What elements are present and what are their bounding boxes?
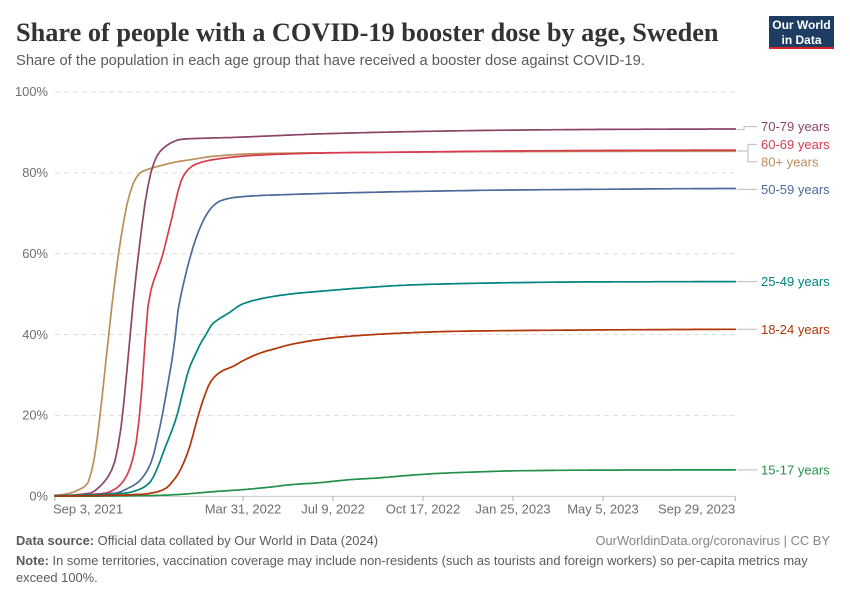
svg-text:50-59 years: 50-59 years bbox=[761, 182, 830, 197]
svg-text:Jan 25, 2023: Jan 25, 2023 bbox=[475, 502, 550, 517]
svg-text:May 5, 2023: May 5, 2023 bbox=[567, 502, 639, 517]
svg-text:40%: 40% bbox=[22, 327, 48, 342]
svg-text:15-17 years: 15-17 years bbox=[761, 463, 830, 478]
svg-text:60-69 years: 60-69 years bbox=[761, 137, 830, 152]
svg-text:70-79 years: 70-79 years bbox=[761, 119, 830, 134]
svg-text:80+ years: 80+ years bbox=[761, 154, 819, 169]
svg-text:100%: 100% bbox=[15, 84, 48, 99]
svg-text:0%: 0% bbox=[29, 489, 48, 504]
svg-text:18-24 years: 18-24 years bbox=[761, 322, 830, 337]
svg-text:Sep 3, 2021: Sep 3, 2021 bbox=[53, 502, 123, 517]
svg-text:Jul 9, 2022: Jul 9, 2022 bbox=[301, 502, 365, 517]
svg-text:20%: 20% bbox=[22, 408, 48, 423]
svg-text:Oct 17, 2022: Oct 17, 2022 bbox=[386, 502, 460, 517]
svg-text:60%: 60% bbox=[22, 246, 48, 261]
svg-text:25-49 years: 25-49 years bbox=[761, 274, 830, 289]
svg-text:Mar 31, 2022: Mar 31, 2022 bbox=[205, 502, 282, 517]
svg-text:Sep 29, 2023: Sep 29, 2023 bbox=[658, 502, 735, 517]
svg-text:80%: 80% bbox=[22, 165, 48, 180]
